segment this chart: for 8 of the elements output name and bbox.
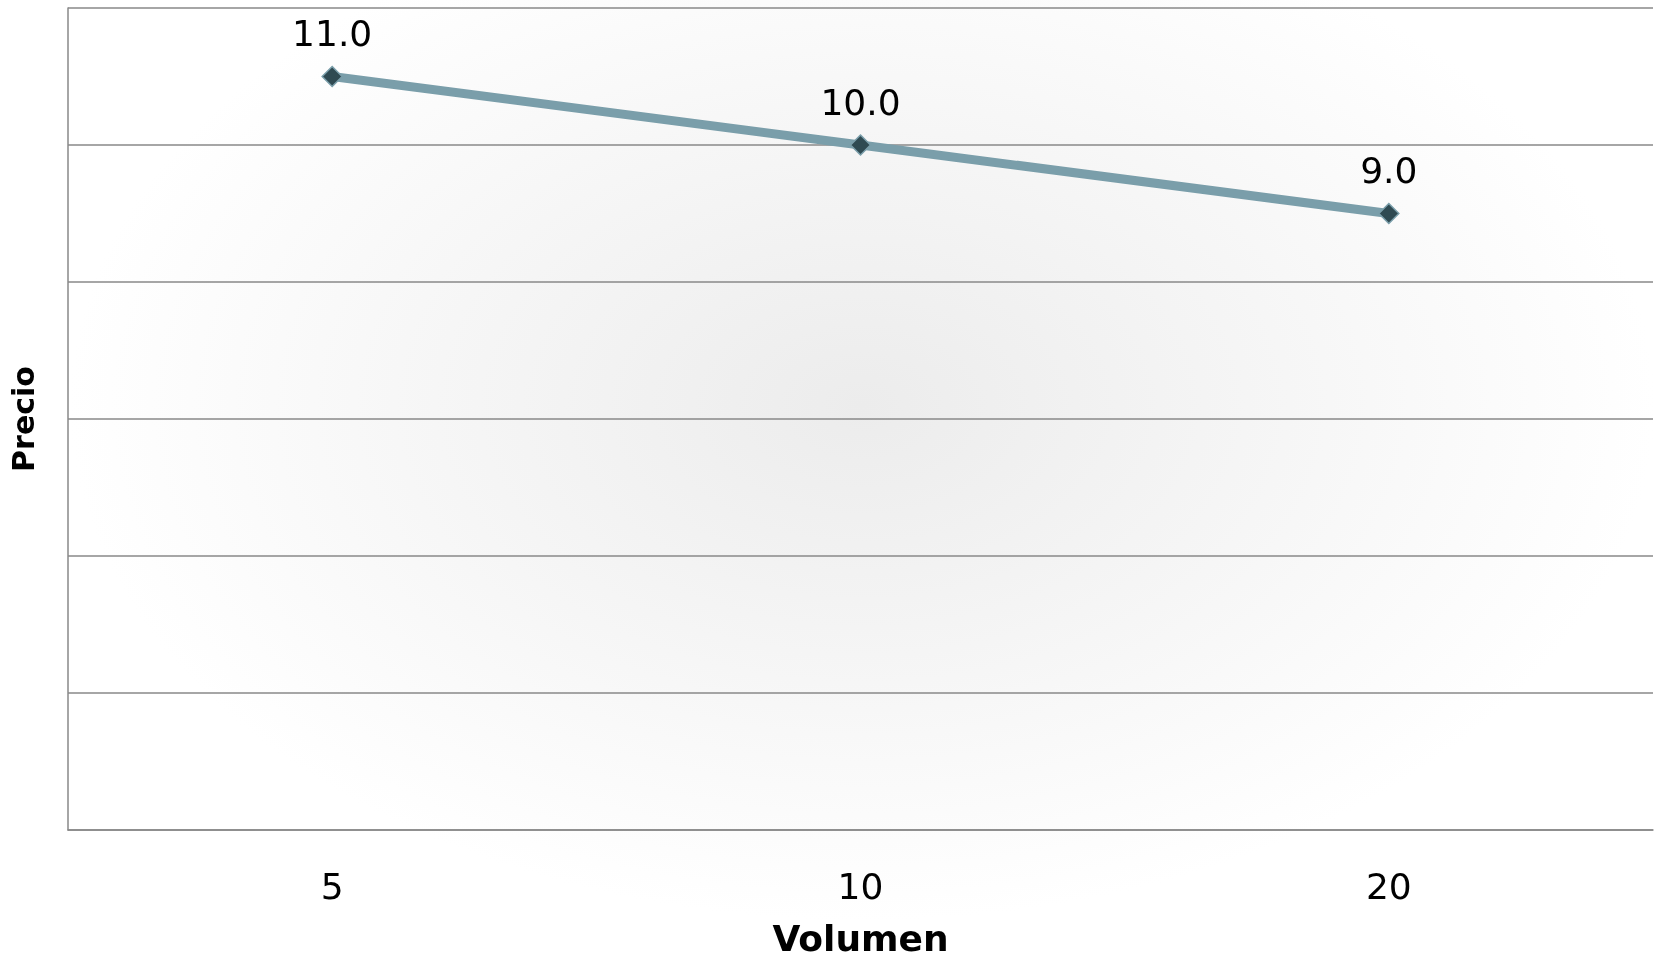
x-axis-title: Volumen — [772, 917, 949, 959]
data-label: 11.0 — [292, 13, 373, 55]
data-label: 9.0 — [1360, 150, 1418, 192]
x-tick-label: 5 — [320, 865, 344, 907]
data-label: 10.0 — [820, 81, 901, 123]
x-tick-label: 20 — [1365, 865, 1412, 907]
x-tick-label: 10 — [837, 865, 884, 907]
y-axis-title: Precio — [5, 366, 41, 472]
